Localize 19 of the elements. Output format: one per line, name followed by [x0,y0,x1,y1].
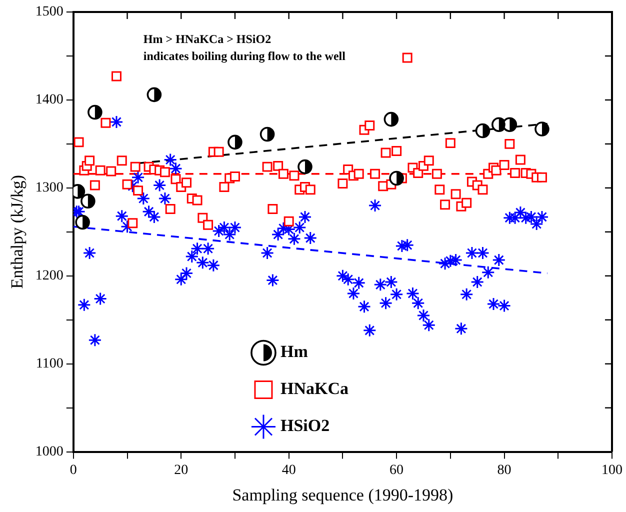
y-tick-label: 1200 [35,268,64,284]
x-tick-label: 100 [602,462,622,478]
y-tick-label: 1300 [35,180,64,196]
legend-label: HNaKCa [280,379,349,398]
y-axis-title: Enthalpy (kJ/kg) [8,175,27,289]
y-tick-label: 1100 [36,356,64,372]
annotation: indicates boiling during flow to the well [143,49,346,64]
legend-label: HSiO2 [280,416,330,436]
x-axis-title: Sampling sequence (1990-1998) [232,485,454,504]
x-tick-label: 20 [174,462,188,478]
y-tick-label: 1400 [35,92,64,108]
x-tick-label: 60 [390,462,404,478]
legend-label: Hm [280,342,308,362]
y-tick-label: 1000 [35,444,64,460]
x-tick-label: 80 [497,462,512,478]
x-tick-label: 40 [282,462,296,478]
annotation: Hm > HNaKCa > HSiO2 [143,32,272,46]
x-tick-label: 0 [70,462,77,478]
y-tick-label: 1500 [35,4,64,20]
